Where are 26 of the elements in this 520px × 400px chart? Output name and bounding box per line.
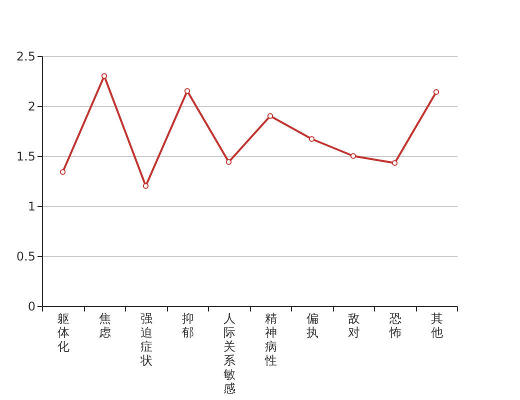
x-tick-label: 偏执 bbox=[306, 312, 318, 340]
x-tick-label: 其他 bbox=[430, 312, 443, 340]
point bbox=[184, 88, 190, 94]
point bbox=[433, 89, 440, 95]
point bbox=[142, 183, 149, 189]
x-tick-label: 躯体化 bbox=[57, 312, 70, 354]
x-tick-label: 强迫症状 bbox=[139, 312, 152, 368]
y-tick-label: 2 bbox=[28, 100, 36, 114]
y-tick-label: 0.5 bbox=[16, 250, 36, 264]
y-tick-label: 2.5 bbox=[16, 50, 36, 64]
x-tick-label: 恐怖 bbox=[388, 312, 402, 340]
y-tick-label: 0 bbox=[28, 300, 36, 314]
x-tick-label: 敌对 bbox=[348, 312, 360, 340]
x-tick-label: 人际关系敏感 bbox=[223, 312, 236, 396]
point bbox=[101, 73, 108, 79]
point bbox=[392, 160, 398, 166]
point bbox=[60, 169, 66, 175]
point bbox=[267, 113, 274, 119]
x-tick-label: 精神病性 bbox=[264, 312, 277, 368]
point bbox=[226, 159, 232, 165]
y-tick-label: 1.5 bbox=[16, 150, 36, 164]
x-tick-label: 焦虑 bbox=[98, 312, 111, 340]
y-tick-label: 1 bbox=[28, 200, 36, 214]
point bbox=[308, 136, 315, 142]
x-tick-label: 抑郁 bbox=[182, 312, 194, 340]
point bbox=[350, 153, 356, 159]
